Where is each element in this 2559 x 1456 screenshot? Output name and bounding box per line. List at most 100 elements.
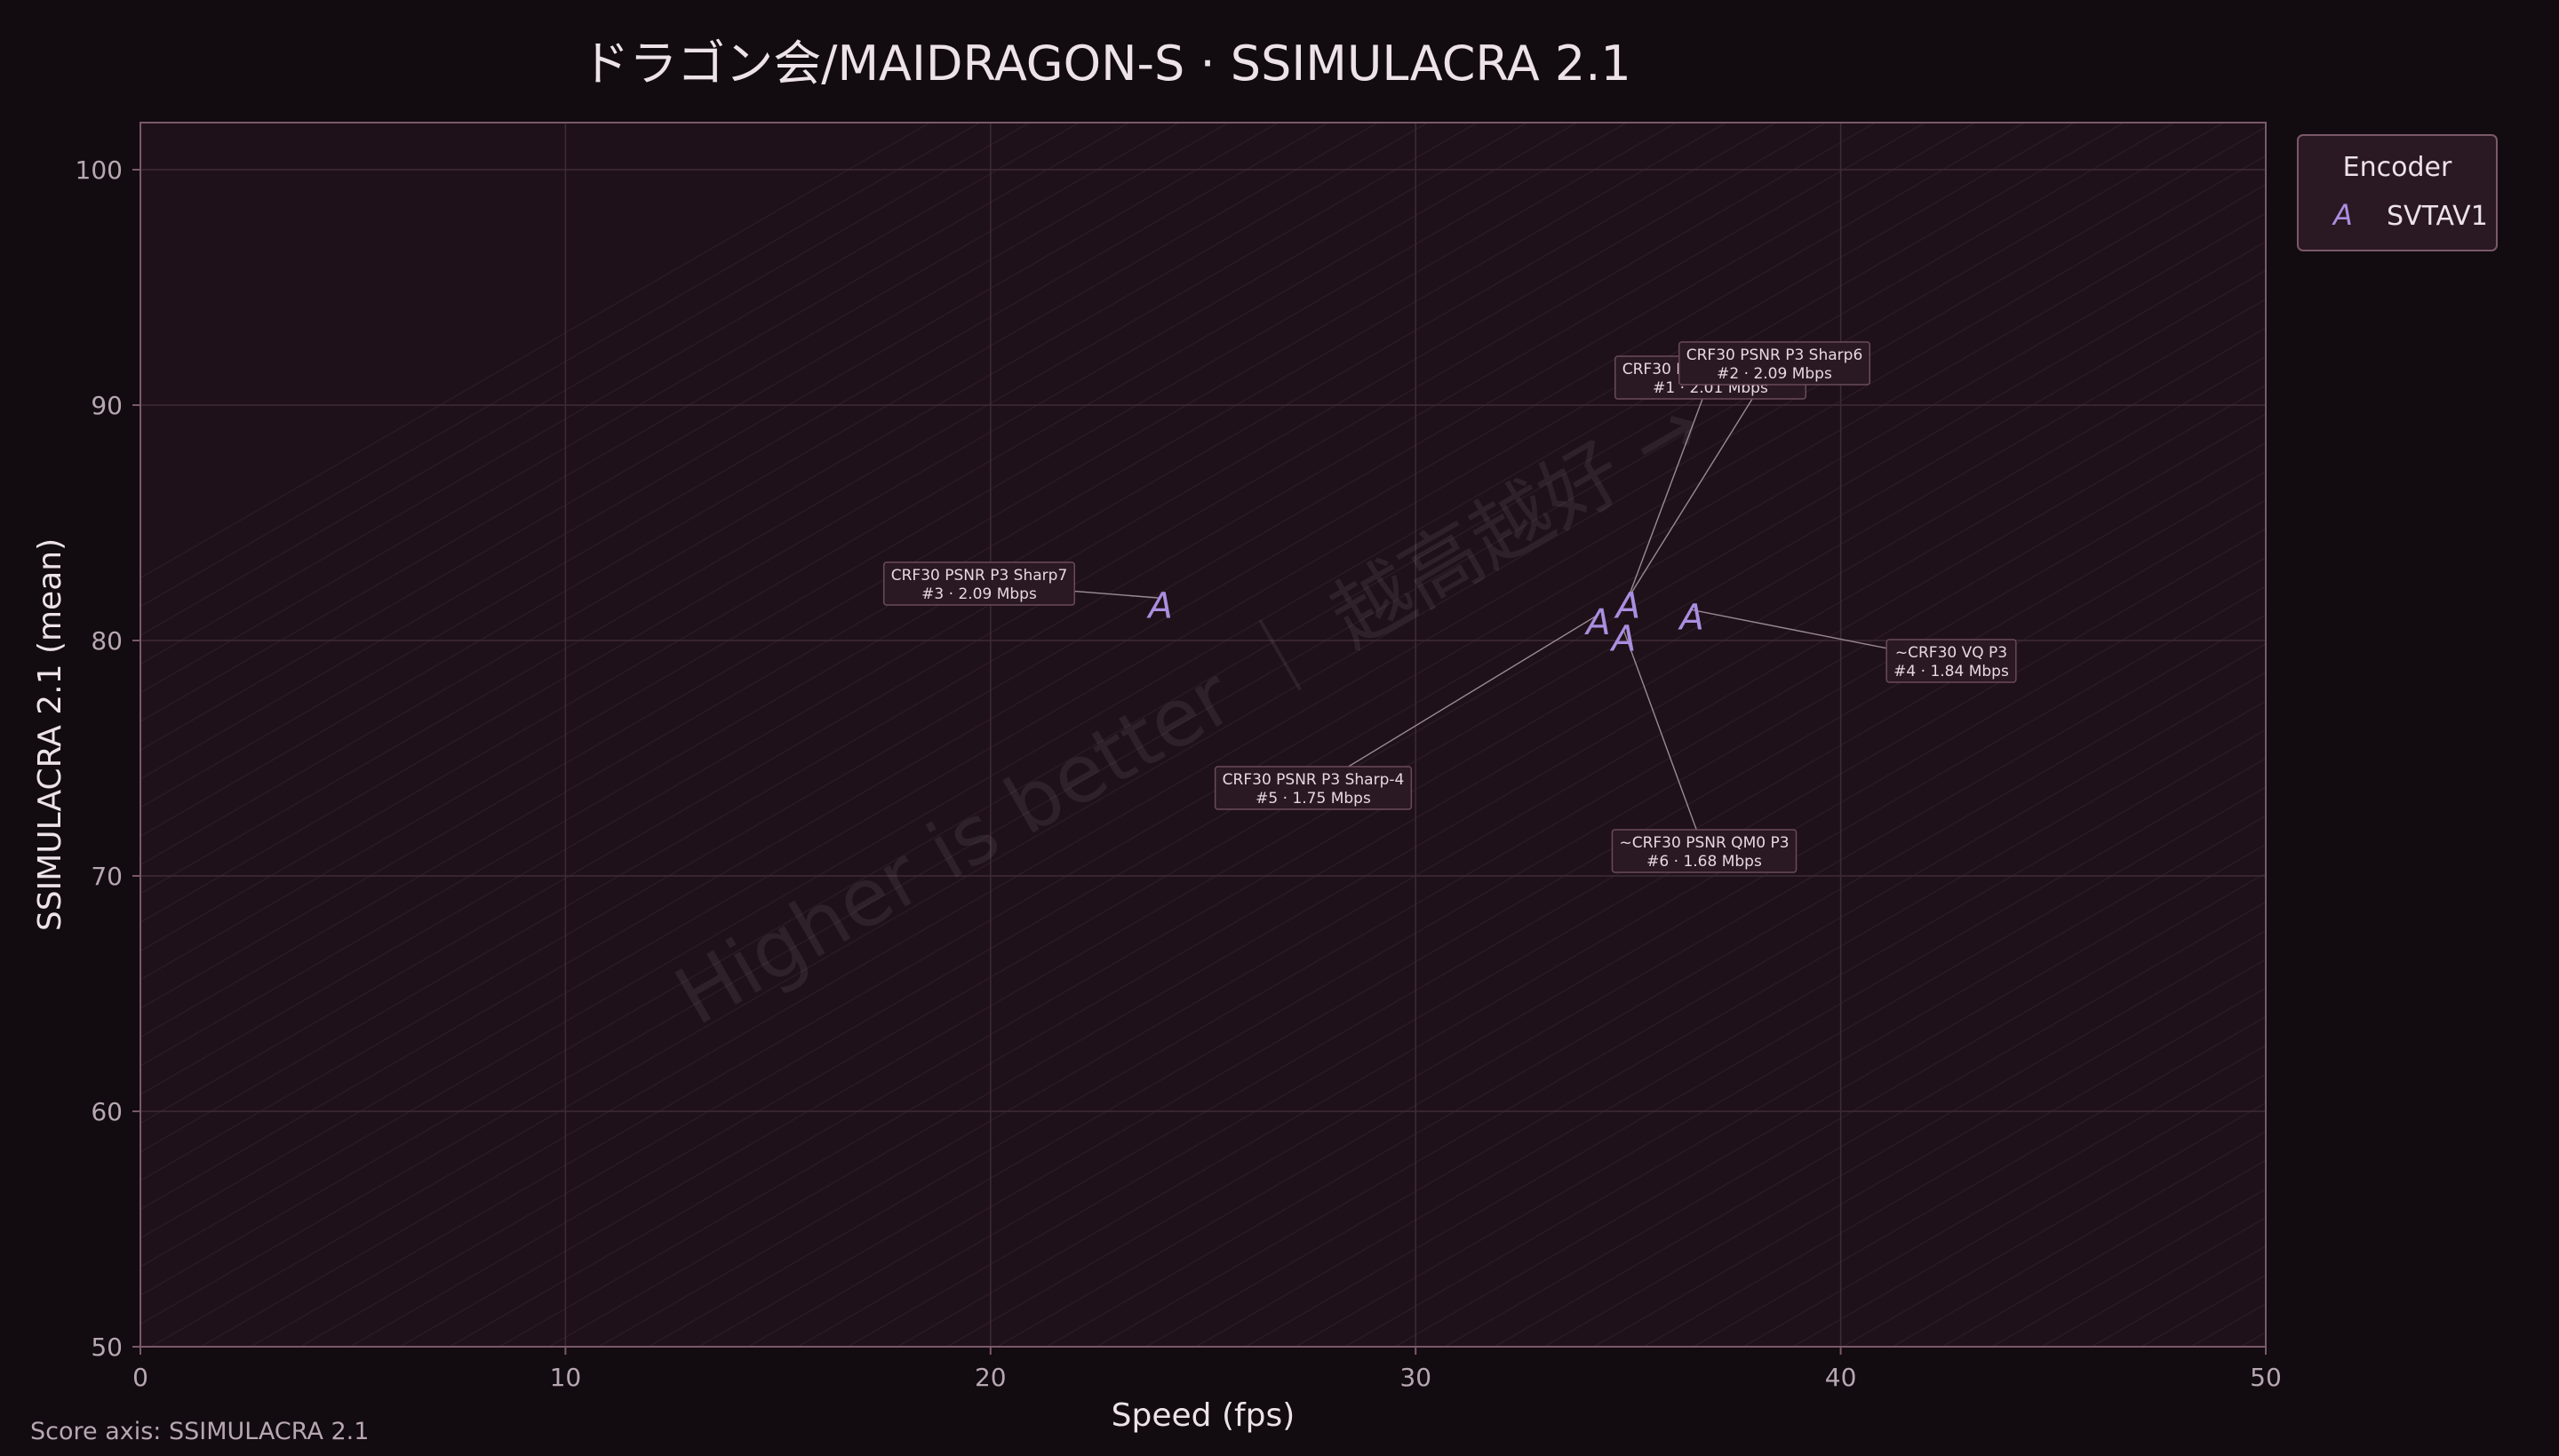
hatch-line <box>1245 757 2266 1347</box>
hatch-line <box>1046 642 2266 1347</box>
annotation-rank: #6 · 1.68 Mbps <box>1646 853 1762 871</box>
hatch-line <box>140 123 981 608</box>
hatch-line <box>140 123 1379 838</box>
hatch-line <box>140 123 1280 780</box>
y-tick-label: 50 <box>91 1333 123 1362</box>
hatch-line <box>299 212 2266 1347</box>
hatch-line <box>140 123 1031 636</box>
hatch-line <box>498 327 2266 1347</box>
y-axis-label: SSIMULACRA 2.1 (mean) <box>32 538 68 931</box>
hatch-line <box>996 614 2266 1347</box>
annotation-box <box>1214 766 1413 810</box>
y-tick-label: 100 <box>76 155 123 185</box>
hatch-line <box>140 123 1429 866</box>
annotation-label: CRF30 PSNR P3 Sharp-4 <box>1223 771 1405 789</box>
data-point-marker: A <box>1583 602 1610 643</box>
hatch-line <box>140 123 1827 1095</box>
hatch-line <box>1643 987 2266 1347</box>
hatch-line <box>140 123 931 579</box>
data-point-marker: A <box>1609 618 1636 659</box>
plot-frame <box>140 122 2267 1348</box>
x-tick-label: 50 <box>2250 1363 2282 1392</box>
hatch-line <box>1792 1073 2266 1347</box>
hatch-line <box>140 123 2175 1297</box>
annotation-leader-line <box>1627 362 1775 599</box>
annotation-box <box>1885 639 2017 683</box>
annotation-rank: #3 · 2.09 Mbps <box>921 585 1037 603</box>
annotation-leader-line <box>1622 631 1705 852</box>
hatch-line <box>140 123 1130 694</box>
legend-entry-label: SVTAV1 <box>2387 201 2488 232</box>
annotation-rank: #2 · 2.09 Mbps <box>1717 365 1832 383</box>
hatch-line <box>648 413 2266 1347</box>
hatch-line <box>449 298 2266 1347</box>
y-tick-label: 60 <box>91 1097 123 1126</box>
hatch-line <box>698 442 2266 1347</box>
annotation-rank: #4 · 1.84 Mbps <box>1893 663 2009 680</box>
y-tick-label: 80 <box>91 626 123 656</box>
legend: Encoder A SVTAV1 <box>2297 134 2498 251</box>
annotation-label: CRF30 PSNR P3 Sharp6 <box>1686 346 1863 364</box>
data-point-marker: A <box>1614 585 1640 626</box>
data-point-marker: A <box>1614 585 1640 626</box>
footnote: Score axis: SSIMULACRA 2.1 <box>30 1418 369 1445</box>
plot-area <box>140 123 2266 1347</box>
hatch-line <box>1195 728 2266 1347</box>
annotation-box <box>1678 341 1871 386</box>
hatch-line <box>399 269 2266 1347</box>
annotation-label: ~CRF30 VQ P3 <box>1895 644 2007 662</box>
x-tick-label: 10 <box>550 1363 582 1392</box>
x-tick-label: 0 <box>132 1363 148 1392</box>
point-annotation: ~CRF30 PSNR QM0 P3#6 · 1.68 Mbps <box>1611 829 1798 873</box>
hatch-line <box>140 123 1230 752</box>
y-tick-label: 70 <box>91 862 123 891</box>
x-tick-label: 20 <box>975 1363 1007 1392</box>
hatch-line <box>140 123 1329 808</box>
chart-title: ドラゴン会/MAIDRAGON-S · SSIMULACRA 2.1 <box>581 36 1631 91</box>
annotation-label: ~CRF30 PSNR QM0 P3 <box>1619 834 1789 852</box>
hatch-line <box>1842 1102 2266 1347</box>
annotations: CRF30 PSNR P3 Sharp5#1 · 2.01 MbpsCRF30 … <box>882 341 2017 873</box>
data-point-marker: A <box>1145 585 1172 626</box>
hatch-line <box>140 123 1678 1009</box>
point-annotation: CRF30 PSNR P3 Sharp-4#5 · 1.75 Mbps <box>1214 766 1413 810</box>
annotation-box <box>1611 829 1798 873</box>
hatch-line <box>548 355 2266 1347</box>
hatch-line <box>200 155 2266 1347</box>
hatch-line <box>140 123 2225 1325</box>
hatch-line <box>140 123 2076 1239</box>
hatch-line <box>250 183 2266 1347</box>
axis-ticks: 0 10 20 30 40 50 50 60 70 80 90 100 <box>76 155 2282 1392</box>
hatch-line <box>1295 786 2266 1347</box>
hatch-line <box>1494 901 2266 1347</box>
hatch-line <box>140 123 1727 1038</box>
point-annotation: CRF30 PSNR P3 Sharp6#2 · 2.09 Mbps <box>1678 341 1871 386</box>
data-point-marker: A <box>1677 598 1703 639</box>
hatch-line <box>140 123 1180 722</box>
hatch-line <box>140 123 2026 1211</box>
annotation-label: CRF30 PSNR P3 Sharp7 <box>891 567 1068 585</box>
hatch-line <box>150 126 2266 1347</box>
x-tick-label: 40 <box>1825 1363 1857 1392</box>
hatch-line <box>140 123 1777 1067</box>
gridlines <box>140 123 2266 1347</box>
hatch-line <box>897 556 2266 1347</box>
hatch-line <box>1543 929 2266 1347</box>
hatch-line <box>140 123 1080 665</box>
hatch-line <box>1096 672 2266 1347</box>
hatch-line <box>598 384 2266 1347</box>
hatch-line <box>1742 1045 2266 1347</box>
legend-title: Encoder <box>2343 152 2452 183</box>
hatch-line <box>1145 700 2266 1347</box>
hatch-line <box>946 585 2266 1347</box>
hatch-line <box>140 123 1628 981</box>
hatch-line <box>140 123 2125 1268</box>
annotation-rank: #5 · 1.75 Mbps <box>1256 790 1371 808</box>
annotation-leader-line <box>1627 377 1711 599</box>
x-tick-label: 30 <box>1399 1363 1431 1392</box>
hatch-line <box>1394 843 2266 1347</box>
legend-box <box>2297 134 2498 251</box>
hatch-line <box>349 241 2266 1347</box>
hatch-line <box>140 123 1877 1125</box>
